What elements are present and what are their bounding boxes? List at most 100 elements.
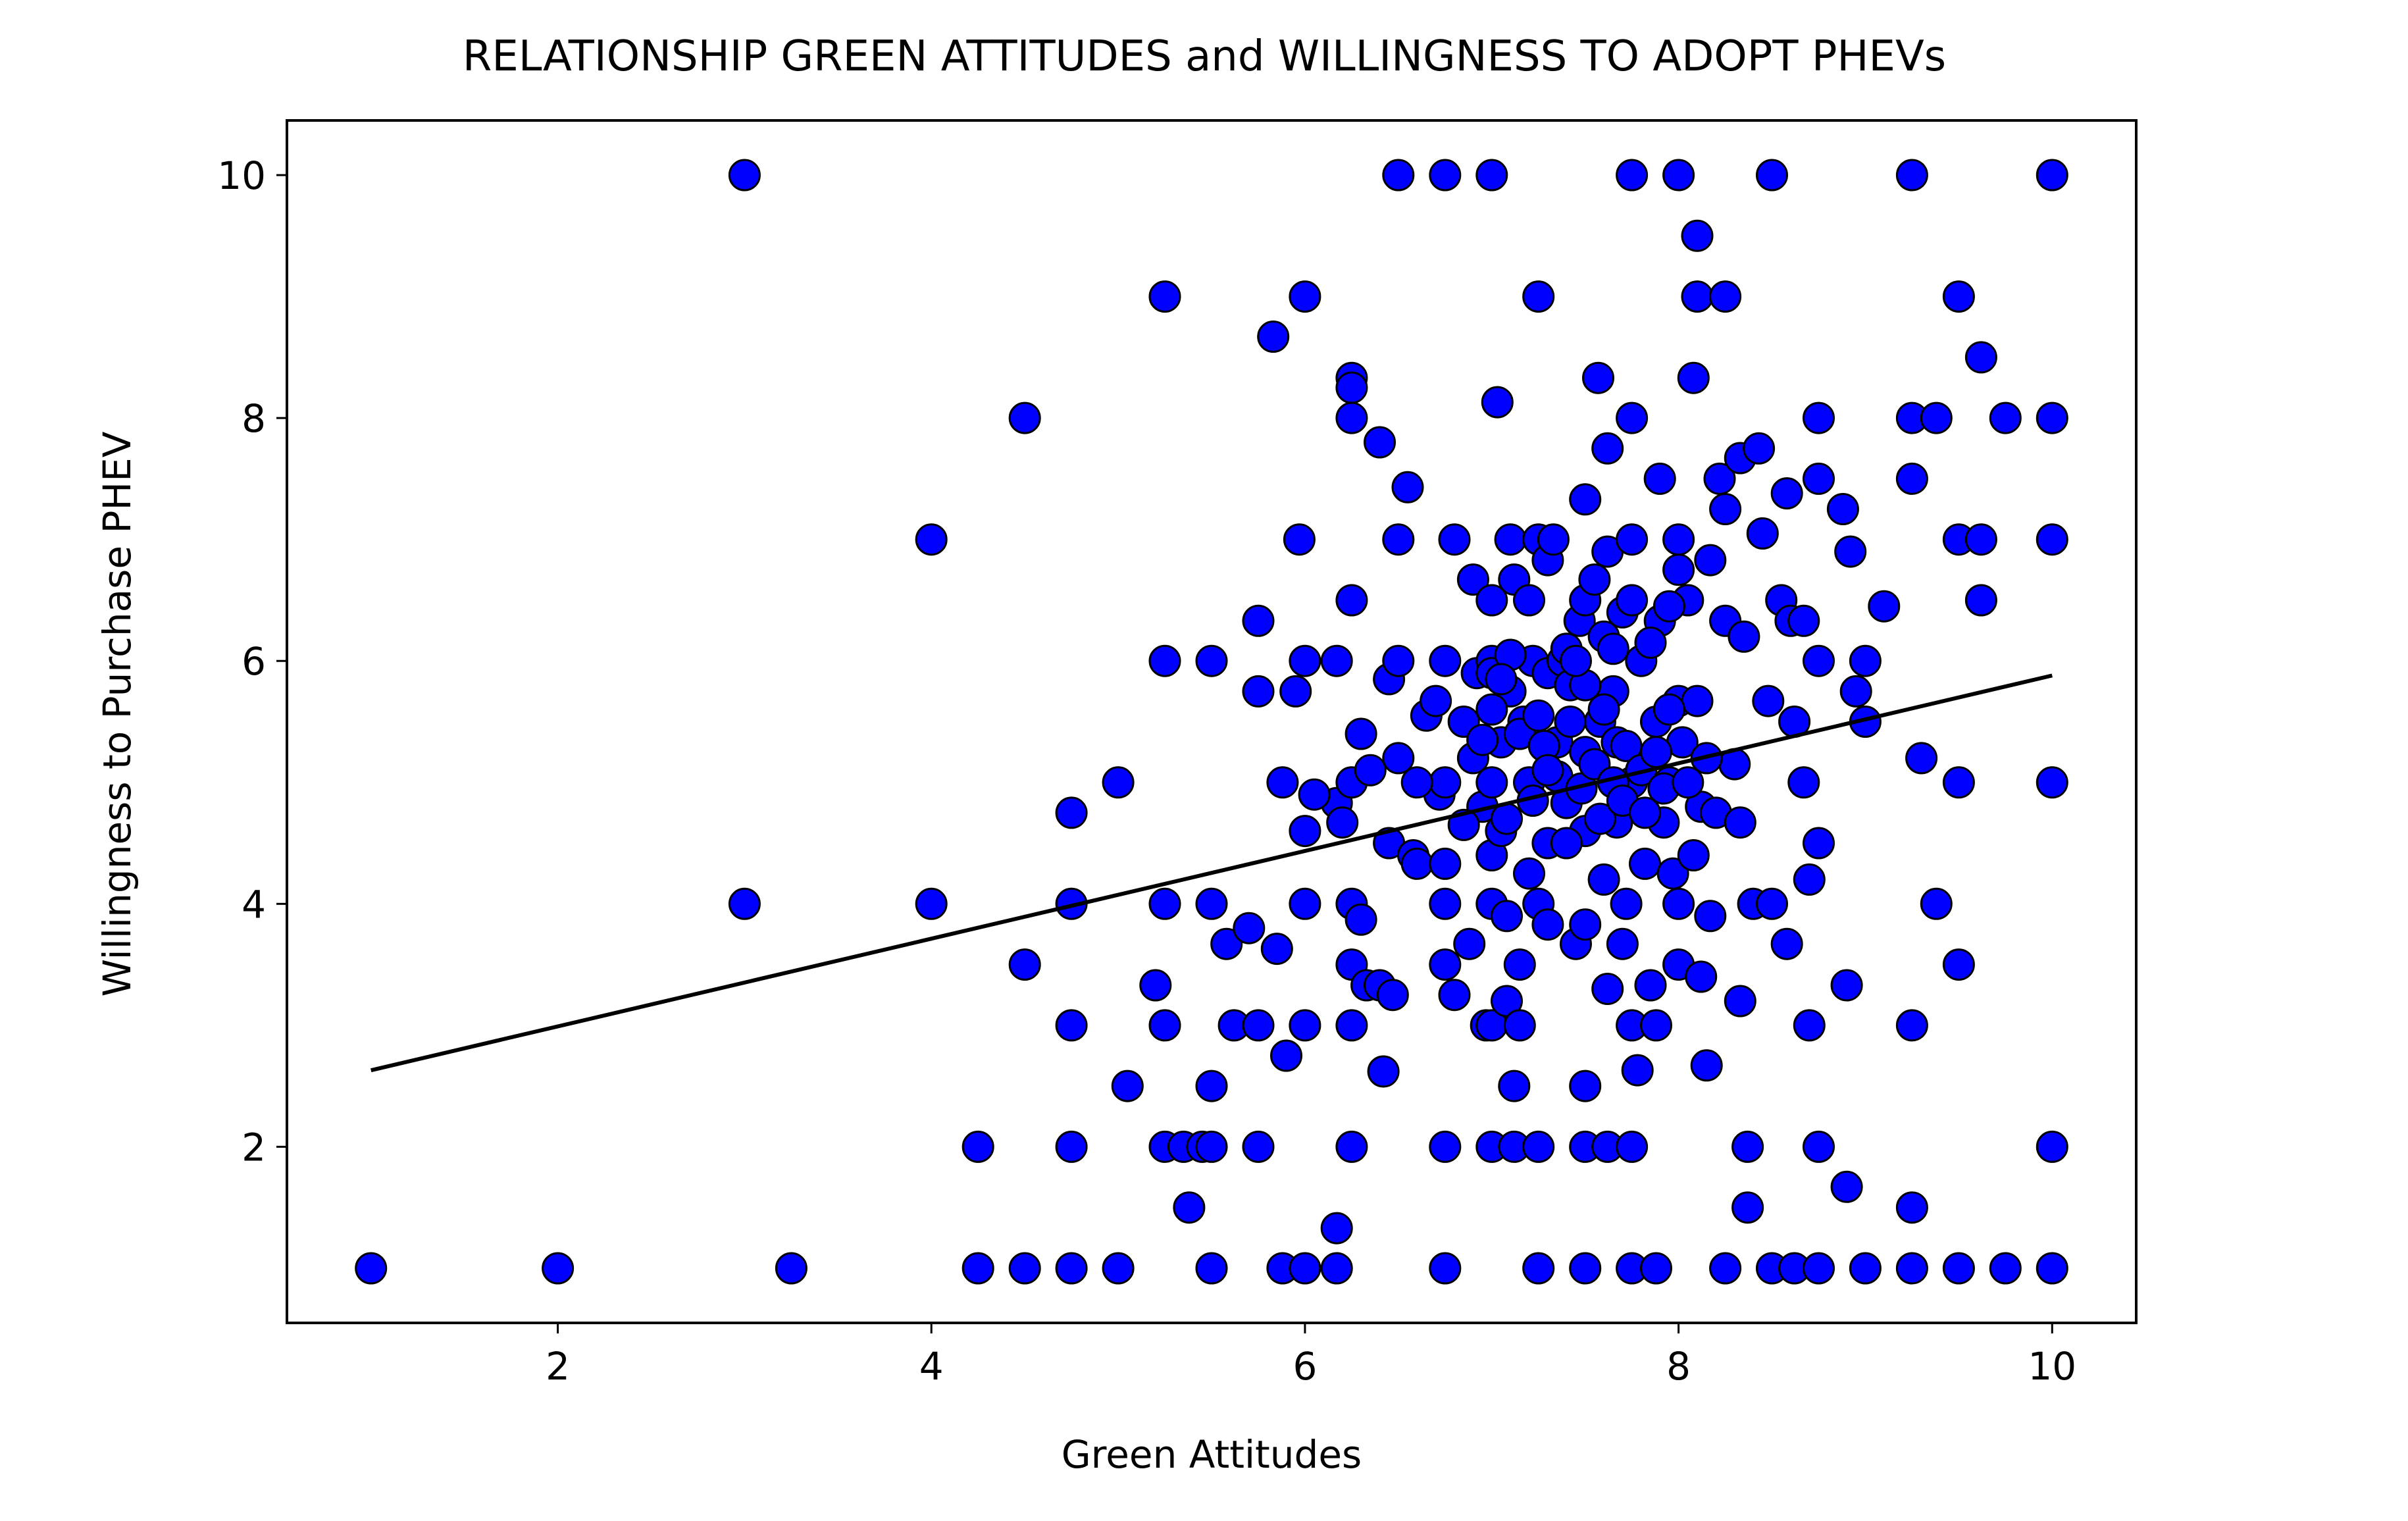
scatter-point — [1964, 584, 1997, 617]
scatter-point — [1709, 280, 1742, 313]
scatter-point — [1743, 432, 1776, 465]
scatter-point — [1466, 723, 1499, 756]
scatter-point — [1139, 969, 1172, 1002]
scatter-point — [1569, 1252, 1602, 1285]
scatter-point — [1905, 742, 1938, 775]
scatter-point — [728, 159, 761, 192]
scatter-point — [1895, 462, 1928, 495]
scatter-point — [1438, 979, 1471, 1012]
scatter-point — [1257, 321, 1290, 353]
scatter-point — [1964, 341, 1997, 374]
scatter-point — [1610, 887, 1643, 920]
scatter-point — [1233, 912, 1266, 944]
scatter-point — [1522, 1130, 1555, 1163]
scatter-point — [1616, 584, 1649, 617]
scatter-point — [1803, 1130, 1835, 1163]
scatter-point — [1522, 1252, 1555, 1285]
scatter-point — [1335, 371, 1368, 404]
scatter-point — [1849, 1252, 1882, 1285]
scatter-point — [1485, 663, 1518, 696]
scatter-point — [1830, 1170, 1863, 1203]
scatter-point — [1690, 1049, 1723, 1082]
scatter-point — [1111, 1070, 1144, 1102]
scatter-point — [1008, 948, 1041, 981]
scatter-point — [1616, 159, 1649, 192]
scatter-point — [1345, 717, 1377, 750]
scatter-point — [1606, 927, 1639, 960]
scatter-point — [1320, 1212, 1353, 1245]
scatter-point — [1629, 796, 1661, 829]
scatter-point — [1652, 590, 1685, 623]
scatter-point — [1681, 280, 1714, 313]
scatter-point — [1148, 280, 1181, 313]
chart-title: RELATIONSHIP GREEN ATTITUDES and WILLING… — [463, 32, 1946, 81]
scatter-point — [1289, 1252, 1321, 1285]
scatter-point — [1453, 927, 1486, 960]
scatter-point — [1830, 969, 1863, 1002]
scatter-point — [1724, 806, 1756, 839]
scatter-point — [1513, 584, 1545, 617]
scatter-point — [915, 523, 948, 556]
scatter-point — [1242, 1009, 1275, 1042]
scatter-point — [1550, 827, 1583, 860]
scatter-point — [1989, 401, 2022, 434]
scatter-point — [1677, 839, 1710, 871]
scatter-point — [1656, 857, 1689, 890]
scatter-point — [1920, 887, 1953, 920]
scatter-point — [1335, 1009, 1368, 1042]
scatter-point — [1662, 887, 1695, 920]
scatter-point — [2036, 1130, 2068, 1163]
y-tick-label: 10 — [217, 153, 266, 198]
scatter-point — [1456, 563, 1489, 596]
scatter-point — [1703, 462, 1736, 495]
ticks-layer: 2 4 6 8 10 2 4 6 8 10 — [217, 153, 2076, 1389]
scatter-point — [1640, 736, 1672, 769]
scatter-point — [1803, 644, 1835, 677]
scatter-point — [1289, 644, 1321, 677]
trendline-layer — [371, 673, 2053, 1073]
scatter-point — [1629, 847, 1661, 880]
scatter-point — [1746, 517, 1779, 550]
scatter-point — [1102, 1252, 1135, 1285]
scatter-point — [1582, 361, 1614, 394]
scatter-point — [1055, 796, 1088, 829]
scatter-point — [1895, 1252, 1928, 1285]
scatter-point — [1724, 985, 1756, 1018]
scatter-point — [1942, 948, 1975, 981]
scatter-point — [1320, 644, 1353, 677]
scatter-point — [728, 887, 761, 920]
scatter-point — [1839, 675, 1872, 708]
scatter-point — [1770, 927, 1803, 960]
scatter-point — [961, 1252, 994, 1285]
scatter-point — [1008, 1252, 1041, 1285]
scatter-point — [1391, 471, 1424, 503]
scatter-point — [1148, 644, 1181, 677]
scatter-point — [961, 1130, 994, 1163]
scatter-point — [1503, 1009, 1536, 1042]
scatter-point — [1102, 766, 1135, 799]
scatter-point — [1895, 1009, 1928, 1042]
scatter-point — [1522, 280, 1555, 313]
scatter-point — [1662, 523, 1695, 556]
scatter-point — [355, 1252, 388, 1285]
scatter-point — [1382, 644, 1415, 677]
scatter-point — [1731, 1130, 1764, 1163]
scatter-point — [1652, 693, 1685, 726]
scatter-point — [1494, 523, 1527, 556]
scatter-point — [2036, 401, 2068, 434]
scatter-point — [1770, 477, 1803, 510]
scatter-point — [1554, 706, 1587, 738]
scatter-point — [1289, 815, 1321, 848]
scatter-point — [1498, 1070, 1531, 1102]
scatter-point — [1382, 159, 1415, 192]
scatter-point — [1266, 766, 1299, 799]
scatter-point — [1475, 693, 1508, 726]
scatter-point — [1662, 159, 1695, 192]
scatter-point — [1475, 159, 1508, 192]
scatter-point — [1242, 675, 1275, 708]
scatter-point — [1367, 1055, 1400, 1088]
scatter-point — [1587, 863, 1620, 896]
scatter-point — [775, 1252, 807, 1285]
scatter-point — [1621, 1054, 1654, 1087]
scatter-point — [1195, 644, 1228, 677]
